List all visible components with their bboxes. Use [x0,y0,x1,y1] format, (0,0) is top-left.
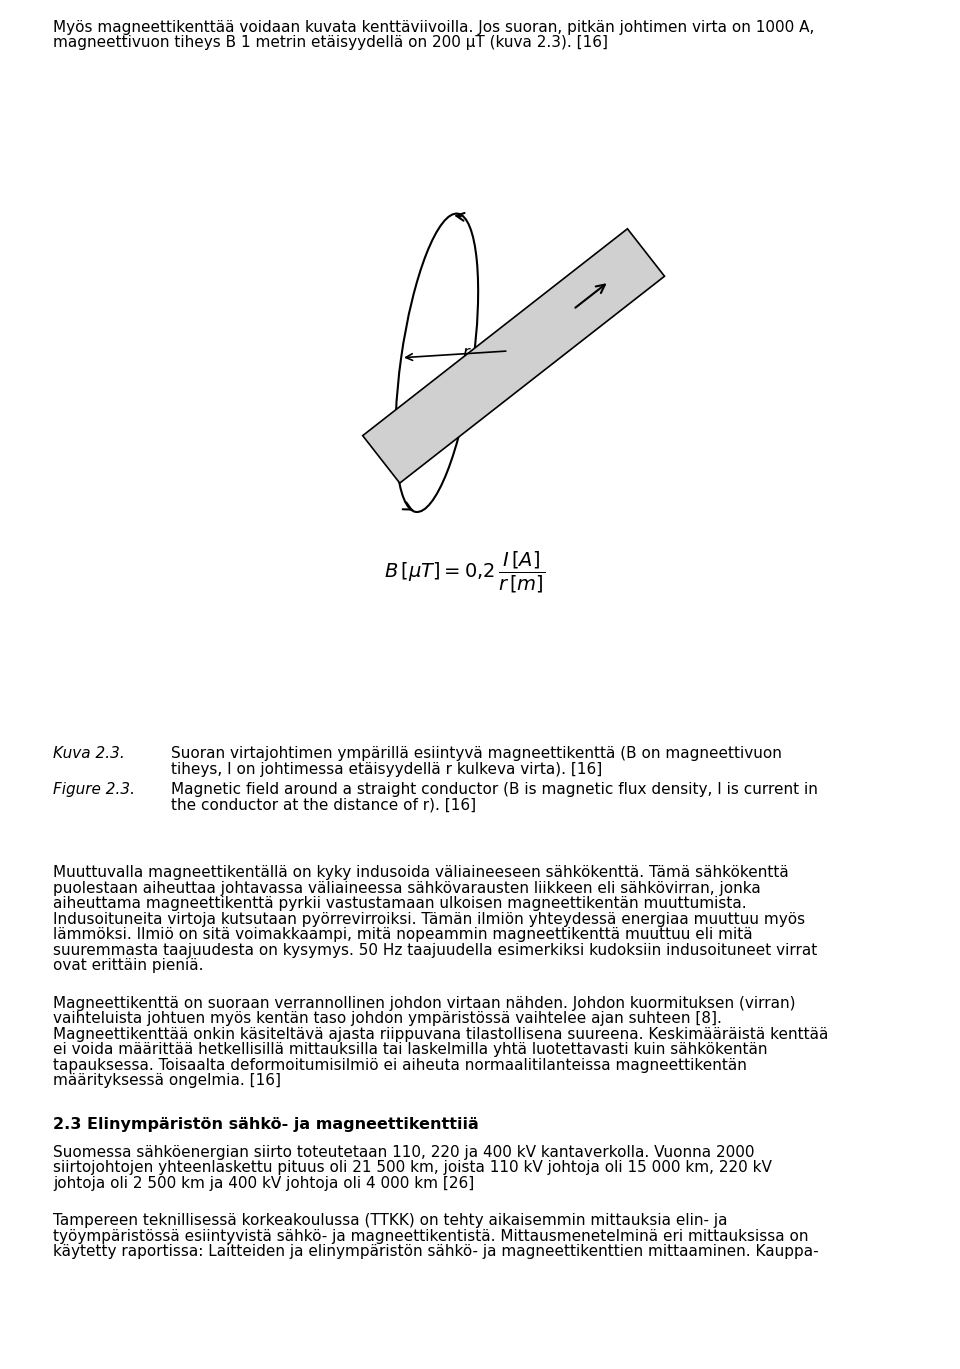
Text: Suomessa sähköenergian siirto toteutetaan 110, 220 ja 400 kV kantaverkolla. Vuon: Suomessa sähköenergian siirto toteutetaa… [53,1144,755,1160]
Text: Suoran virtajohtimen ympärillä esiintyvä magneettikenttä (B on magneettivuon: Suoran virtajohtimen ympärillä esiintyvä… [171,746,781,761]
Text: siirtojohtojen yhteenlaskettu pituus oli 21 500 km, joista 110 kV johtoja oli 15: siirtojohtojen yhteenlaskettu pituus oli… [53,1160,772,1175]
Text: puolestaan aiheuttaa johtavassa väliaineessa sähkövarausten liikkeen eli sähkövi: puolestaan aiheuttaa johtavassa väliaine… [53,880,760,895]
Text: vaihteluista johtuen myös kentän taso johdon ympäristössä vaihtelee ajan suhteen: vaihteluista johtuen myös kentän taso jo… [53,1012,722,1027]
Text: the conductor at the distance of r). [16]: the conductor at the distance of r). [16… [171,797,476,812]
Text: Myös magneettikenttää voidaan kuvata kenttäviivoilla. Jos suoran, pitkän johtime: Myös magneettikenttää voidaan kuvata ken… [53,21,814,36]
Text: Tampereen teknillisessä korkeakoulussa (TTKK) on tehty aikaisemmin mittauksia el: Tampereen teknillisessä korkeakoulussa (… [53,1213,728,1228]
Text: Muuttuvalla magneettikentällä on kyky indusoida väliaineeseen sähkökenttä. Tämä : Muuttuvalla magneettikentällä on kyky in… [53,865,789,880]
Polygon shape [363,229,664,483]
Text: käytetty raportissa: Laitteiden ja elinympäristön sähkö- ja magneettikenttien mi: käytetty raportissa: Laitteiden ja eliny… [53,1244,819,1259]
Text: $B\,[\mu T] = 0{,}2\,\dfrac{I\,[A]}{r\,[m]}$: $B\,[\mu T] = 0{,}2\,\dfrac{I\,[A]}{r\,[… [384,550,545,594]
Text: määrityksessä ongelmia. [16]: määrityksessä ongelmia. [16] [53,1073,281,1088]
Text: Magneettikenttää onkin käsiteltävä ajasta riippuvana tilastollisena suureena. Ke: Magneettikenttää onkin käsiteltävä ajast… [53,1027,828,1042]
Text: magneettivuon tiheys B 1 metrin etäisyydellä on 200 μT (kuva 2.3). [16]: magneettivuon tiheys B 1 metrin etäisyyd… [53,36,608,51]
Text: johtoja oli 2 500 km ja 400 kV johtoja oli 4 000 km [26]: johtoja oli 2 500 km ja 400 kV johtoja o… [53,1176,474,1191]
Text: työympäristössä esiintyvistä sähkö- ja magneettikentistä. Mittausmenetelminä eri: työympäristössä esiintyvistä sähkö- ja m… [53,1229,808,1243]
Text: I: I [611,272,615,290]
Text: suuremmasta taajuudesta on kysymys. 50 Hz taajuudella esimerkiksi kudoksiin indu: suuremmasta taajuudesta on kysymys. 50 H… [53,943,817,958]
Text: ovat erittäin pieniä.: ovat erittäin pieniä. [53,958,204,973]
Text: lämmöksi. Ilmiö on sitä voimakkaampi, mitä nopeammin magneettikenttä muuttuu eli: lämmöksi. Ilmiö on sitä voimakkaampi, mi… [53,927,753,942]
Text: aiheuttama magneettikenttä pyrkii vastustamaan ulkoisen magneettikentän muuttumi: aiheuttama magneettikenttä pyrkii vastus… [53,897,747,912]
Text: Indusoituneita virtoja kutsutaan pyörrevirroiksi. Tämän ilmiön yhteydessä energi: Indusoituneita virtoja kutsutaan pyörrev… [53,912,805,927]
Text: tiheys, I on johtimessa etäisyydellä r kulkeva virta). [16]: tiheys, I on johtimessa etäisyydellä r k… [171,761,602,776]
Text: 2.3 Elinympäristön sähkö- ja magneettikenttiiä: 2.3 Elinympäristön sähkö- ja magneettike… [53,1117,479,1132]
Text: tapauksessa. Toisaalta deformoitumisilmiö ei aiheuta normaalitilanteissa magneet: tapauksessa. Toisaalta deformoitumisilmi… [53,1058,747,1073]
Text: Kuva 2.3.: Kuva 2.3. [53,746,125,761]
Text: r: r [463,345,469,363]
Text: ei voida määrittää hetkellisillä mittauksilla tai laskelmilla yhtä luotettavasti: ei voida määrittää hetkellisillä mittauk… [53,1042,767,1057]
Text: Magneettikenttä on suoraan verrannollinen johdon virtaan nähden. Johdon kuormitu: Magneettikenttä on suoraan verrannolline… [53,995,796,1010]
Text: Figure 2.3.: Figure 2.3. [53,782,135,797]
Text: Magnetic field around a straight conductor (B is magnetic flux density, I is cur: Magnetic field around a straight conduct… [171,782,818,797]
